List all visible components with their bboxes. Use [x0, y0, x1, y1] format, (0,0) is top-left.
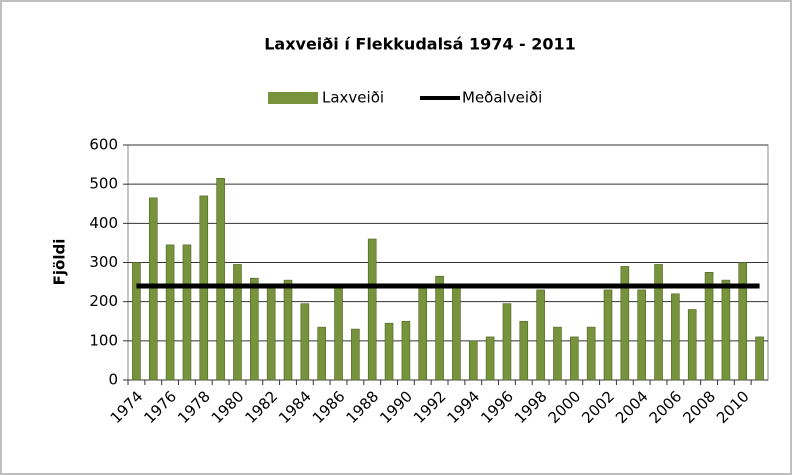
bar [165, 244, 175, 381]
bar [704, 271, 714, 381]
bar [687, 309, 697, 381]
y-tick-label: 0 [108, 371, 118, 389]
bar [586, 326, 596, 381]
y-tick-label: 300 [89, 253, 118, 271]
legend-label: Meðalveiði [462, 89, 542, 107]
bar [334, 287, 343, 381]
bar [283, 279, 293, 381]
y-tick-label: 200 [89, 292, 118, 310]
bar [384, 322, 394, 381]
bar [132, 262, 141, 381]
bar [418, 287, 428, 381]
y-tick-label: 400 [89, 214, 118, 232]
y-axis-label: Fjöldi [51, 239, 69, 286]
bar [233, 264, 242, 381]
bar [738, 262, 748, 381]
y-tick-label: 100 [89, 331, 118, 349]
chart-title: Laxveiði í Flekkudalsá 1974 - 2011 [264, 35, 576, 54]
bar [148, 197, 158, 381]
bar [468, 340, 478, 381]
bar [671, 293, 680, 381]
bar [721, 279, 731, 381]
bar [536, 289, 545, 381]
bar [401, 320, 411, 381]
bar [502, 303, 512, 381]
bar [755, 336, 764, 381]
legend-swatch [268, 92, 318, 104]
bar [620, 266, 630, 381]
bar [182, 244, 192, 381]
bar [452, 285, 461, 381]
bar [300, 303, 310, 381]
bar [654, 264, 663, 381]
bar [435, 275, 444, 381]
legend-label: Laxveiði [322, 89, 384, 107]
y-tick-label: 600 [89, 136, 118, 154]
bar [351, 328, 360, 381]
bar [317, 326, 326, 381]
bar [570, 336, 579, 381]
bar [553, 326, 562, 381]
bar [367, 238, 377, 381]
bar [250, 277, 259, 381]
y-tick-label: 500 [89, 175, 118, 193]
bar [485, 336, 495, 381]
bar [266, 287, 276, 381]
bar [519, 320, 529, 381]
bar [603, 289, 613, 381]
bar [637, 289, 646, 381]
bar [216, 177, 225, 381]
